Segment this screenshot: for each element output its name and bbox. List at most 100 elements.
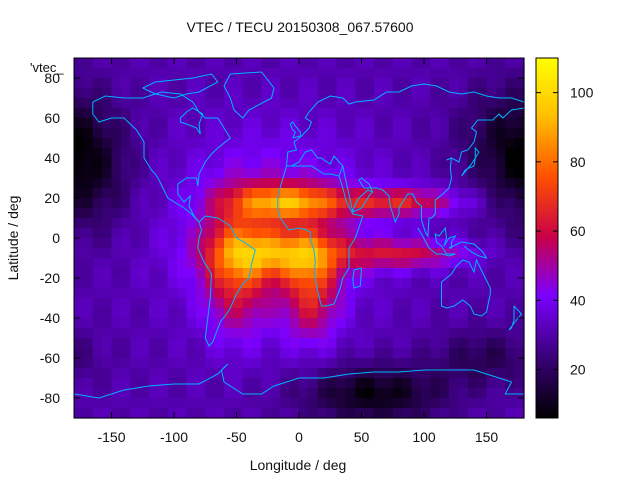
heatmap-cell: [420, 208, 431, 219]
heatmap-cell: [74, 288, 84, 299]
heatmap-cell: [83, 168, 94, 179]
heatmap-cell: [467, 98, 478, 109]
heatmap-cell: [149, 398, 159, 409]
heatmap-cell: [224, 108, 234, 119]
heatmap-cell: [224, 148, 234, 159]
heatmap-cell: [383, 238, 394, 249]
heatmap-cell: [383, 328, 394, 339]
heatmap-cell: [289, 238, 300, 249]
heatmap-cell: [139, 268, 150, 279]
heatmap-cell: [102, 358, 113, 369]
heatmap-cell: [167, 148, 178, 159]
heatmap-cell: [102, 178, 113, 189]
heatmap-cell: [224, 288, 234, 299]
heatmap-cell: [139, 318, 150, 329]
heatmap-cell: [149, 98, 159, 109]
heatmap-cell: [402, 378, 413, 389]
heatmap-cell: [345, 158, 356, 169]
heatmap-cell: [167, 378, 178, 389]
heatmap-cell: [364, 178, 375, 189]
heatmap-cell: [130, 308, 141, 319]
heatmap-cell: [186, 168, 197, 179]
heatmap-cell: [505, 318, 516, 329]
heatmap-cell: [345, 318, 356, 329]
heatmap-cell: [308, 268, 319, 279]
heatmap-cell: [186, 238, 197, 249]
heatmap-cell: [167, 68, 178, 79]
heatmap-cell: [374, 288, 384, 299]
heatmap-cell: [402, 168, 413, 179]
heatmap-cell: [336, 398, 347, 409]
heatmap-cell: [514, 258, 525, 269]
heatmap-cell: [327, 228, 338, 239]
heatmap-cell: [449, 208, 459, 219]
heatmap-cell: [224, 158, 234, 169]
heatmap-cell: [420, 408, 431, 419]
heatmap-cell: [317, 288, 328, 299]
heatmap-cell: [149, 368, 159, 379]
heatmap-cell: [392, 388, 403, 399]
heatmap-cell: [392, 378, 403, 389]
heatmap-cell: [214, 378, 225, 389]
heatmap-cell: [102, 168, 113, 179]
chart-title: VTEC / TECU 20150308_067.57600: [186, 19, 413, 35]
heatmap-cell: [177, 398, 188, 409]
heatmap-cell: [252, 278, 263, 289]
heatmap-cell: [402, 298, 413, 309]
heatmap-cell: [270, 318, 281, 329]
heatmap-cell: [120, 68, 131, 79]
heatmap-cell: [195, 78, 206, 89]
heatmap-cell: [345, 128, 356, 139]
heatmap-cell: [505, 128, 516, 139]
heatmap-cell: [327, 348, 338, 359]
colorbar-tick-label: 40: [570, 292, 586, 308]
heatmap-cell: [299, 118, 309, 129]
heatmap-cell: [242, 288, 253, 299]
heatmap-cell: [139, 58, 150, 69]
heatmap-cell: [177, 228, 188, 239]
heatmap-cell: [336, 288, 347, 299]
heatmap-cell: [477, 278, 488, 289]
heatmap-cell: [102, 208, 113, 219]
heatmap-cell: [477, 368, 488, 379]
heatmap-cell: [336, 238, 347, 249]
coast-africa-europe: [277, 165, 364, 307]
heatmap-cell: [383, 408, 394, 419]
heatmap-cell: [364, 98, 375, 109]
heatmap-cell: [411, 78, 422, 89]
heatmap-cell: [364, 128, 375, 139]
heatmap-cell: [233, 158, 244, 169]
heatmap-cell: [317, 398, 328, 409]
heatmap-cell: [308, 258, 319, 269]
heatmap-cell: [224, 268, 234, 279]
heatmap-cell: [92, 88, 103, 99]
heatmap-cell: [374, 248, 384, 259]
heatmap-cell: [102, 238, 113, 249]
heatmap-cell: [392, 338, 403, 349]
heatmap-cell: [130, 348, 141, 359]
heatmap-cell: [280, 128, 291, 139]
heatmap-cell: [486, 378, 497, 389]
heatmap-cell: [167, 288, 178, 299]
heatmap-cell: [392, 308, 403, 319]
heatmap-cell: [111, 368, 122, 379]
heatmap-cell: [74, 108, 84, 119]
heatmap-cell: [224, 198, 234, 209]
heatmap-cell: [336, 68, 347, 79]
heatmap-cell: [289, 358, 300, 369]
heatmap-cell: [477, 388, 488, 399]
heatmap-cell: [486, 58, 497, 69]
heatmap-cell: [120, 378, 131, 389]
heatmap-cell: [111, 168, 122, 179]
heatmap-cell: [167, 158, 178, 169]
heatmap-cell: [111, 208, 122, 219]
heatmap-cell: [458, 78, 469, 89]
heatmap-cell: [280, 148, 291, 159]
heatmap-cell: [270, 278, 281, 289]
heatmap-cell: [139, 198, 150, 209]
heatmap-cell: [420, 248, 431, 259]
heatmap-cell: [280, 308, 291, 319]
heatmap-cell: [402, 178, 413, 189]
heatmap-cell: [392, 148, 403, 159]
